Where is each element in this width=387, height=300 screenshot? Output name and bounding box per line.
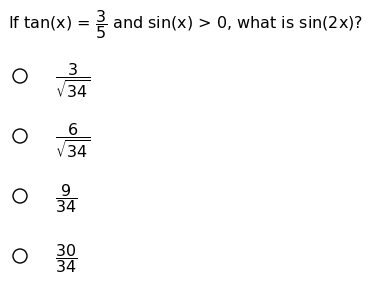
Text: $\dfrac{30}{34}$: $\dfrac{30}{34}$: [55, 242, 77, 275]
Text: $\dfrac{3}{\sqrt{34}}$: $\dfrac{3}{\sqrt{34}}$: [55, 62, 91, 101]
Text: $\dfrac{9}{34}$: $\dfrac{9}{34}$: [55, 182, 77, 215]
Text: $\dfrac{6}{\sqrt{34}}$: $\dfrac{6}{\sqrt{34}}$: [55, 122, 91, 161]
Text: If $\mathregular{tan(x)}$ = $\dfrac{3}{5}$ and $\mathregular{sin(x)}$ > 0, what : If $\mathregular{tan(x)}$ = $\dfrac{3}{5…: [8, 8, 363, 41]
